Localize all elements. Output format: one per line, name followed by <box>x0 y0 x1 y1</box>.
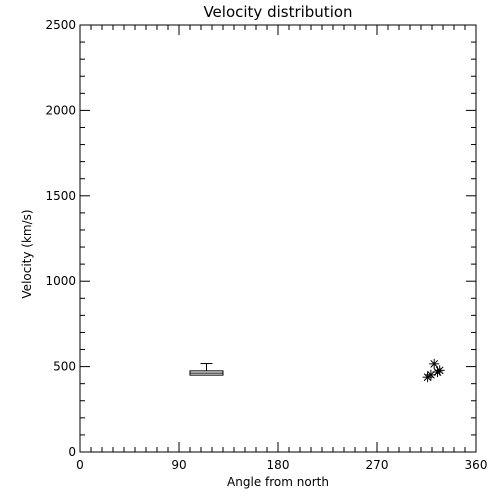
y-tick-label: 2500 <box>45 18 76 32</box>
x-tick-label: 0 <box>76 458 84 472</box>
data-point-asterisk <box>434 365 445 376</box>
y-axis-title: Velocity (km/s) <box>20 209 34 298</box>
y-tick-label: 2000 <box>45 103 76 117</box>
y-tick-label: 1000 <box>45 274 76 288</box>
x-axis-title: Angle from north <box>227 475 329 489</box>
y-tick-label: 0 <box>68 445 76 459</box>
x-tick-label: 270 <box>366 458 389 472</box>
axis-tick-labels: 0 90 180 270 360 0 500 1000 1500 2000 2500 <box>45 18 487 472</box>
axis-ticks <box>79 24 477 453</box>
x-tick-label: 90 <box>171 458 186 472</box>
y-tick-label: 500 <box>53 360 76 374</box>
x-tick-label: 180 <box>267 458 290 472</box>
y-tick-label: 1500 <box>45 189 76 203</box>
data-marks <box>189 358 445 383</box>
data-point-asterisk <box>422 372 433 383</box>
chart-title: Velocity distribution <box>203 3 352 21</box>
x-tick-label: 360 <box>465 458 488 472</box>
plot-area-frame <box>79 24 477 453</box>
data-point-asterisk <box>429 358 440 369</box>
